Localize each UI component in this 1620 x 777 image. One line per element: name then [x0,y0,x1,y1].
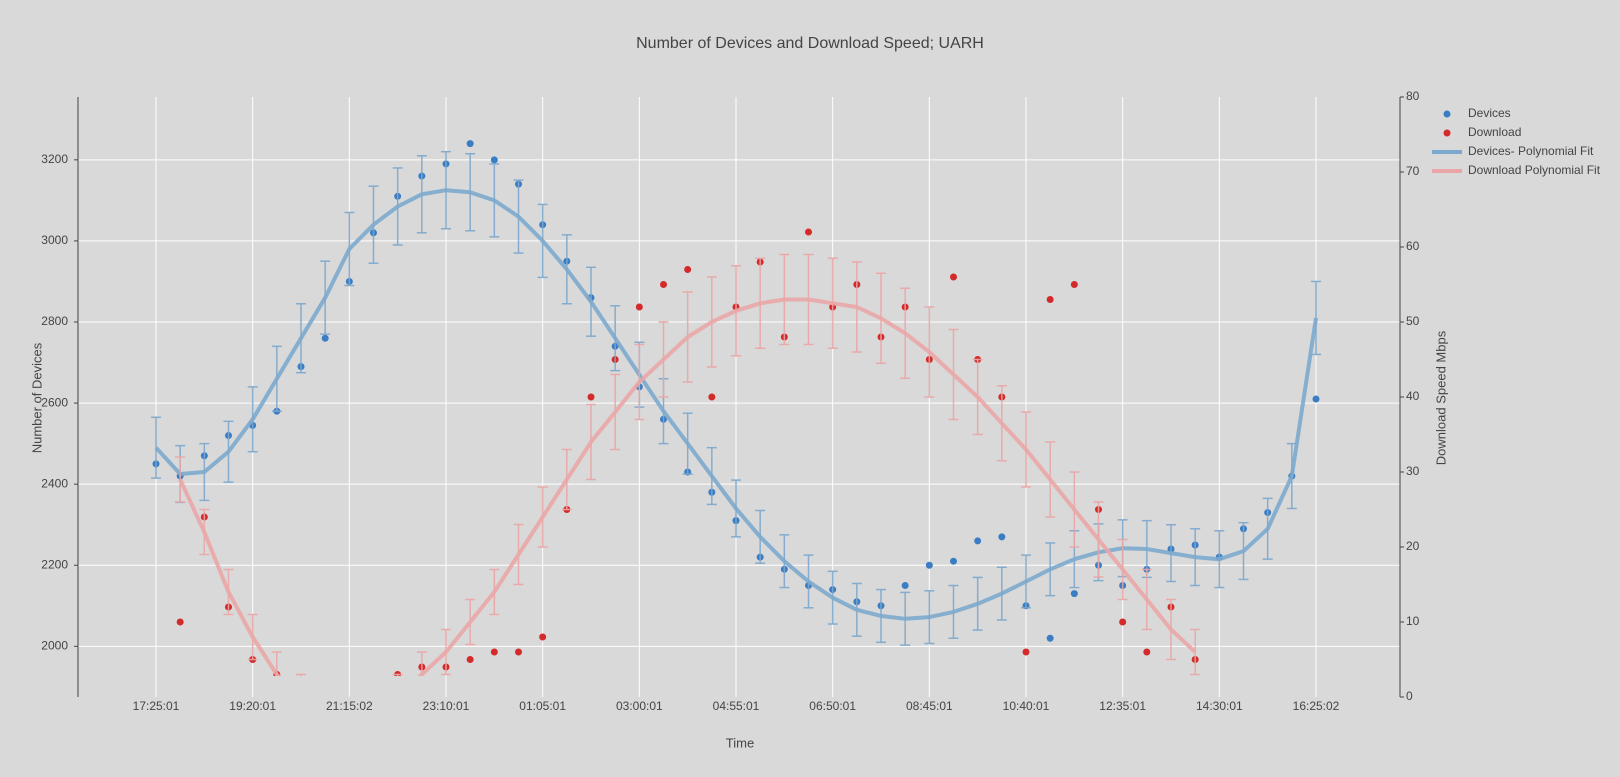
point [587,393,595,401]
error-bar [175,456,186,503]
y2-tick-label: 70 [1406,164,1420,178]
point [515,648,522,656]
legend: Devices Download Devices- Polynomial Fit Do… [1432,106,1601,177]
point [998,533,1006,541]
y2-tick-label: 50 [1406,314,1420,328]
y-tick-label: 2600 [41,395,68,409]
error-bar [392,673,403,676]
y2-tick-label: 30 [1406,464,1420,478]
chart-title: Number of Devices and Download Speed; UA… [636,35,984,52]
legend-label: Devices- Polynomial Fit [1468,144,1594,158]
y-axis-title: Number of Devices [29,342,44,453]
point [1143,648,1151,656]
y2-tick-label: 40 [1406,389,1420,403]
point [1070,281,1078,288]
x-tick-label: 12:35:01 [1099,699,1146,713]
error-bar [151,416,161,479]
point [635,303,643,311]
point [539,633,547,641]
y2-tick-label: 60 [1406,239,1420,253]
y2-tick-label: 20 [1406,539,1420,553]
y-tick-label: 2000 [41,638,68,652]
point [466,140,474,148]
point [974,537,982,545]
y2-tick-label: 10 [1406,614,1420,628]
point [466,656,474,663]
legend-label: Devices [1468,106,1511,120]
x-tick-label: 01:05:01 [519,699,566,713]
point [490,648,498,656]
x-tick-label: 04:55:01 [713,699,760,713]
point [321,334,329,342]
point [1022,648,1030,656]
x-tick-label: 08:45:01 [906,699,953,713]
x-tick-label: 23:10:01 [423,699,470,713]
x-tick-label: 06:50:01 [809,699,856,713]
legend-label: Download [1468,125,1521,139]
x-tick-label: 03:00:01 [616,699,663,713]
point [901,582,909,590]
point [950,557,957,565]
x-tick-label: 10:40:01 [1003,699,1050,713]
x-axis-title: Time [726,735,754,750]
labels: 2000 2200 2400 2600 2800 3000 3200 0 10 20 30 40 50 6… [41,89,1419,713]
y2-axis-title: Download Speed Mbps [1433,330,1448,465]
y2-tick-label: 0 [1406,689,1413,703]
y-tick-label: 2200 [41,557,68,571]
point [925,561,933,569]
point [1070,590,1078,598]
plot-area [151,140,1321,676]
point [708,393,716,401]
y-tick-label: 2800 [41,314,68,328]
point [684,266,692,273]
point [490,156,498,164]
x-tick-label: 21:15:02 [326,699,373,713]
point [805,228,812,236]
x-tick-label: 14:30:01 [1196,699,1243,713]
y-tick-label: 3000 [41,233,68,247]
point [1119,618,1127,626]
y-tick-label: 3200 [41,152,68,166]
legend-swatch [1443,129,1451,137]
point [1312,395,1320,403]
y2-tick-label: 80 [1406,89,1420,103]
point [176,618,184,626]
point [660,281,667,288]
x-tick-label: 19:20:01 [229,699,276,713]
x-tick-label: 16:25:02 [1293,699,1340,713]
fit-line [178,297,1197,676]
y-tick-label: 2400 [41,476,68,490]
point [950,273,957,281]
point [1046,634,1054,642]
point [1046,296,1054,303]
error-bar [296,673,306,676]
x-tick-label: 17:25:01 [133,699,180,713]
legend-swatch [1443,110,1451,118]
legend-label: Download Polynomial Fit [1468,163,1601,177]
